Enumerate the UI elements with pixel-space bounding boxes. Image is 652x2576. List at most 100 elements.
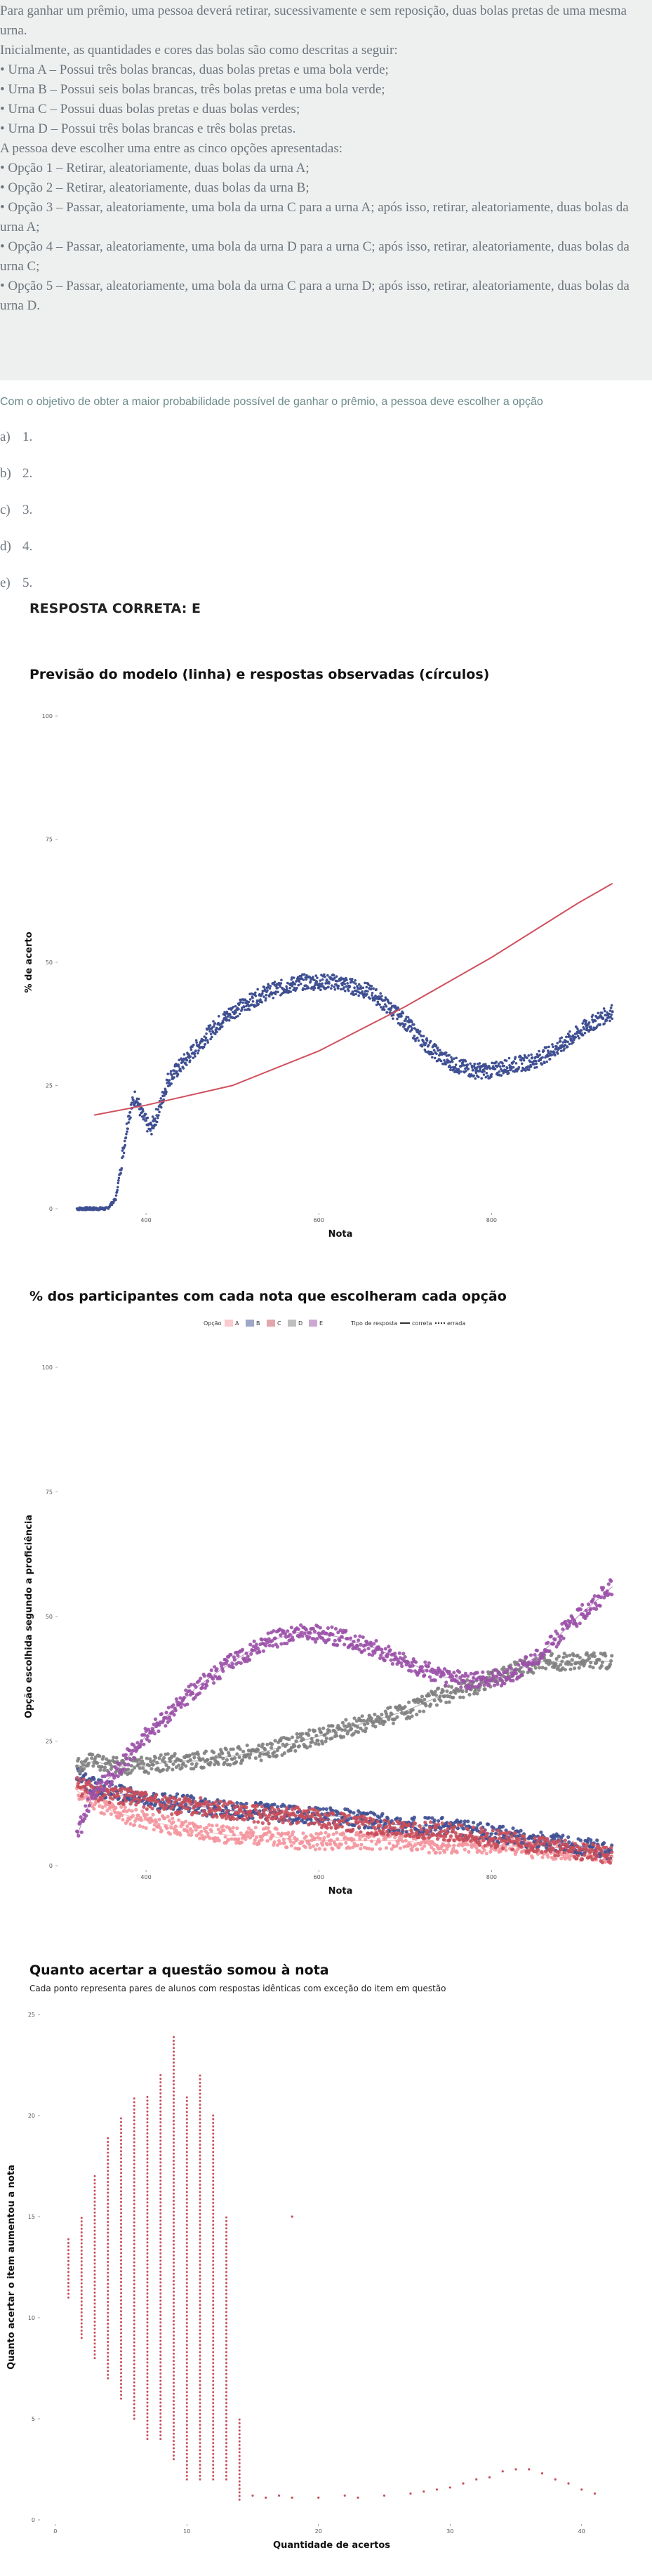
observed-point	[277, 990, 279, 994]
data-point	[373, 1827, 378, 1831]
data-point	[542, 1653, 546, 1657]
observed-point	[432, 1049, 436, 1052]
observed-point	[485, 1071, 488, 1075]
data-point	[503, 1670, 507, 1675]
observed-point	[269, 985, 272, 988]
observed-point	[451, 1058, 453, 1061]
data-point	[67, 2238, 69, 2240]
data-point	[307, 1842, 312, 1847]
data-point	[357, 1638, 361, 1642]
data-point	[344, 1628, 348, 1633]
data-point	[291, 1638, 295, 1642]
x-tick-label: 10	[183, 2528, 190, 2535]
data-point	[331, 1847, 335, 1852]
data-point	[194, 1685, 198, 1689]
observed-point	[587, 1023, 590, 1026]
data-point	[434, 1693, 438, 1697]
data-point	[288, 1821, 293, 1826]
data-point	[272, 1750, 277, 1754]
model-line	[94, 882, 613, 1116]
observed-point	[451, 1060, 454, 1063]
observed-point	[376, 1000, 380, 1004]
observed-point	[149, 1129, 152, 1132]
observed-point	[197, 1049, 200, 1052]
observed-point	[545, 1046, 548, 1049]
observed-point	[208, 1024, 212, 1027]
observed-point	[457, 1068, 460, 1071]
observed-point	[280, 978, 283, 982]
observed-point	[528, 1060, 532, 1063]
observed-point	[472, 1065, 476, 1068]
data-point	[164, 1724, 168, 1728]
data-point	[549, 1634, 553, 1638]
data-point	[200, 1685, 204, 1690]
observed-point	[335, 980, 338, 983]
data-point	[441, 1838, 446, 1842]
observed-point	[138, 1113, 142, 1117]
observed-point	[602, 1007, 606, 1010]
data-point	[239, 1804, 244, 1809]
observed-point	[129, 1103, 133, 1106]
data-point	[288, 1840, 293, 1844]
data-point	[540, 1850, 544, 1854]
data-point	[166, 1765, 171, 1770]
data-point	[307, 1728, 312, 1732]
data-point	[110, 1797, 115, 1801]
observed-point	[238, 1012, 241, 1016]
data-point	[128, 1821, 133, 1826]
option-item[interactable]: b) 2.	[0, 466, 32, 503]
observed-point	[337, 987, 340, 990]
data-point	[517, 1663, 521, 1667]
data-point	[367, 1652, 371, 1657]
observed-point	[424, 1043, 427, 1047]
data-point	[418, 1824, 422, 1828]
observed-point	[531, 1056, 534, 1059]
data-point	[302, 1631, 307, 1635]
y-tick-label: 25	[46, 1083, 53, 1089]
data-point	[395, 1816, 399, 1821]
observed-point	[211, 1035, 213, 1039]
data-point	[559, 1638, 563, 1642]
observed-point	[285, 987, 288, 990]
data-point	[410, 1848, 414, 1852]
data-point	[420, 1665, 425, 1669]
data-point	[458, 1695, 463, 1699]
data-point	[280, 1810, 284, 1814]
observed-point	[151, 1124, 154, 1127]
observed-point	[197, 1051, 199, 1055]
observed-point	[212, 1020, 215, 1023]
observed-point	[116, 1186, 119, 1189]
data-point	[403, 1654, 407, 1659]
data-point	[80, 2304, 83, 2306]
x-tick-label: 400	[140, 1217, 151, 1223]
data-point	[295, 1732, 299, 1736]
question-line: • Opção 1 – Retirar, aleatoriamente, dua…	[0, 161, 310, 175]
data-point	[318, 1814, 322, 1819]
data-point	[439, 1826, 443, 1831]
option-item[interactable]: e) 5.	[0, 576, 32, 612]
data-point	[440, 1821, 444, 1826]
legend-title-option: Opção	[204, 1320, 222, 1327]
observed-point	[538, 1054, 542, 1056]
data-point	[393, 1717, 397, 1721]
data-point	[206, 1803, 211, 1807]
observed-point	[418, 1030, 422, 1033]
option-item[interactable]: d) 4.	[0, 539, 32, 576]
observed-point	[361, 986, 365, 990]
option-item[interactable]: a) 1.	[0, 430, 32, 466]
data-point	[163, 1792, 167, 1796]
data-point	[460, 1823, 464, 1828]
data-point	[223, 1813, 227, 1817]
data-point	[561, 1655, 566, 1659]
data-point	[67, 2292, 69, 2295]
observed-point	[185, 1057, 188, 1060]
data-point	[181, 1761, 185, 1765]
data-point	[289, 1626, 293, 1630]
data-point	[229, 1837, 234, 1841]
option-item[interactable]: c) 3.	[0, 503, 32, 539]
data-point	[452, 1838, 456, 1843]
observed-point	[114, 1198, 117, 1202]
data-point	[260, 1804, 264, 1809]
data-point	[427, 1661, 432, 1665]
data-point	[588, 1664, 592, 1668]
